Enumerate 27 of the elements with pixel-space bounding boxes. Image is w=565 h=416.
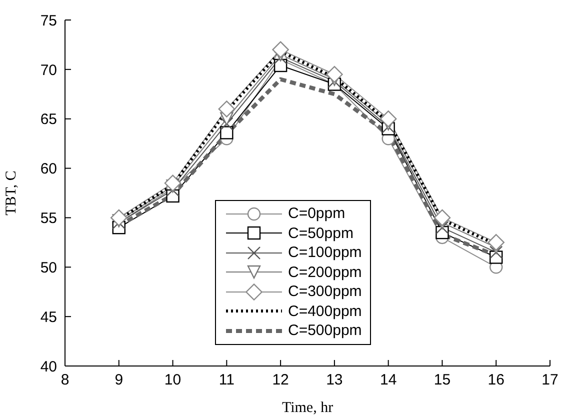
y-tick-label: 60	[40, 160, 57, 178]
legend-label: C=300ppm	[288, 283, 362, 300]
x-tick-label: 14	[380, 372, 397, 389]
x-axis-title: Time, hr	[282, 400, 334, 416]
y-tick-label: 55	[40, 210, 57, 228]
legend-label: C=50ppm	[288, 224, 354, 242]
x-tick-label: 11	[218, 372, 234, 389]
x-tick-label: 16	[488, 372, 504, 389]
legend-label: C=200ppm	[288, 264, 362, 281]
x-tick-label: 12	[272, 372, 289, 389]
y-tick-label: 45	[40, 308, 57, 326]
y-tick-label: 75	[40, 12, 57, 30]
x-tick-label: 17	[542, 372, 558, 389]
x-tick-label: 15	[434, 372, 451, 389]
x-tick-label: 10	[164, 372, 182, 389]
legend-label: C=400ppm	[288, 302, 362, 320]
x-tick-label: 8	[60, 372, 70, 389]
y-tick-label: 65	[40, 111, 57, 128]
y-tick-label: 40	[40, 358, 57, 376]
x-tick-label: 9	[114, 372, 124, 389]
legend-label: C=500ppm	[288, 322, 362, 340]
legend-label: C=0ppm	[288, 205, 346, 222]
y-axis-title: TBT, C	[3, 170, 20, 216]
legend-label: C=100ppm	[288, 244, 362, 262]
x-tick-label: 13	[326, 372, 343, 389]
y-tick-label: 50	[40, 259, 57, 276]
y-tick-label: 70	[40, 62, 57, 79]
